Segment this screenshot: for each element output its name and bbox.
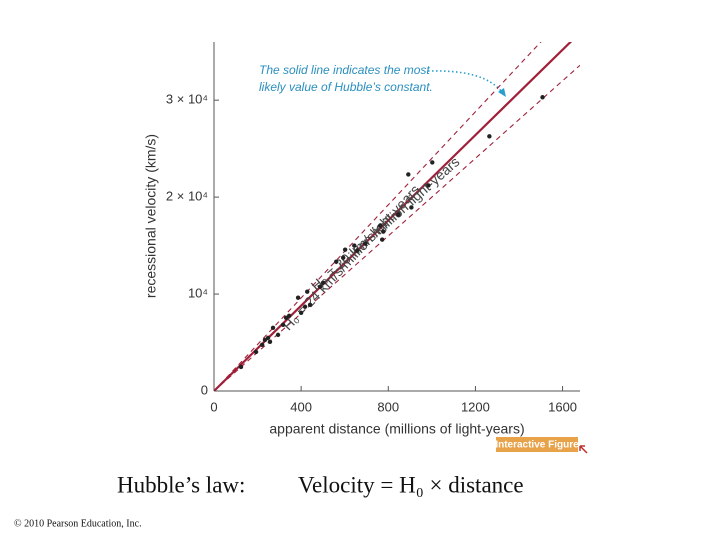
data-point: [298, 310, 304, 315]
y-tick-label: 0: [201, 382, 208, 397]
data-point: [430, 160, 435, 165]
fit-line: [214, 42, 573, 391]
x-tick-label: 1200: [461, 399, 490, 414]
data-point: [396, 212, 401, 217]
caption-formula: Velocity = H₀ × distance: [298, 472, 524, 497]
y-tick-label: 3 × 10⁴: [166, 92, 208, 107]
data-point: [253, 349, 259, 355]
y-tick-label: 2 × 10⁴: [166, 189, 208, 204]
annotation-line: The solid line indicates the most: [259, 63, 430, 77]
data-point: [379, 237, 385, 242]
data-point: [354, 248, 360, 253]
data-point: [381, 229, 386, 234]
data-point: [317, 284, 323, 289]
data-point: [280, 322, 286, 327]
data-point: [487, 134, 492, 139]
annotation-arrow: [427, 70, 503, 93]
data-point: [265, 335, 271, 341]
data-point: [305, 289, 310, 294]
data-point: [238, 364, 244, 370]
data-point: [378, 223, 383, 228]
data-point: [406, 172, 411, 177]
data-point: [286, 313, 292, 318]
arrow-head: [498, 88, 506, 97]
data-point: [267, 339, 273, 345]
data-point: [270, 325, 276, 330]
x-tick-label: 800: [377, 399, 399, 414]
bound-line: [214, 64, 580, 391]
y-tick-label: 10⁴: [188, 285, 208, 300]
data-point: [295, 295, 301, 300]
data-point: [259, 342, 265, 348]
data-point: [275, 332, 281, 338]
x-tick-label: 0: [210, 399, 217, 414]
data-point: [342, 247, 348, 252]
plot-area: [214, 42, 580, 391]
badge[interactable]: Interactive Figure: [495, 440, 579, 451]
data-point: [320, 280, 326, 285]
data-point: [352, 243, 357, 248]
data-point: [340, 255, 346, 260]
badge-box[interactable]: [496, 437, 578, 452]
line-label: H₀ = 20 km/s/million light-years: [308, 153, 463, 293]
copyright: © 2010 Pearson Education, Inc.: [14, 518, 142, 529]
cursor-icon: [579, 445, 588, 454]
data-point: [540, 95, 545, 100]
data-point: [409, 205, 414, 210]
data-point: [302, 304, 308, 309]
x-axis-label: apparent distance (millions of light-yea…: [269, 421, 524, 437]
y-axis-label: recessional velocity (km/s): [143, 134, 159, 298]
annotation-line: likely value of Hubble’s constant.: [259, 80, 433, 94]
data-point: [334, 259, 339, 264]
data-point: [426, 183, 431, 188]
data-point: [307, 302, 313, 308]
x-tick-label: 1600: [548, 399, 577, 414]
x-tick-label: 400: [290, 399, 312, 414]
caption-label: Hubble’s law:: [117, 472, 245, 497]
data-point: [362, 241, 368, 246]
